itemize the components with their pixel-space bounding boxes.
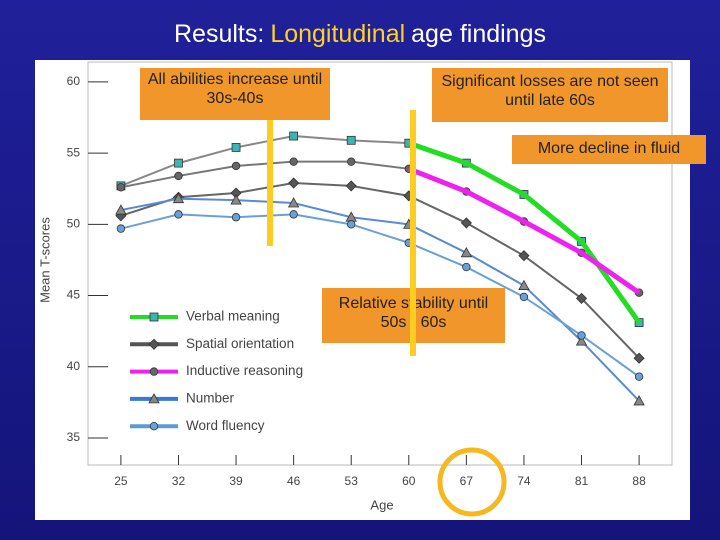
marker [577, 331, 586, 340]
title-highlight: Longitudinal [270, 20, 406, 48]
legend-label: Word fluency [186, 418, 265, 433]
x-tick-label: 88 [632, 474, 646, 488]
slide-title: Results: Longitudinal age findings [0, 20, 720, 49]
x-tick-label: 67 [460, 474, 474, 488]
marker [172, 192, 185, 204]
marker [289, 131, 299, 141]
plot-frame [87, 61, 673, 466]
marker [519, 292, 529, 302]
title-part: Results: [174, 20, 265, 48]
series-line [120, 182, 640, 359]
marker [347, 220, 356, 229]
marker [174, 171, 183, 181]
marker [634, 372, 644, 381]
marker [148, 393, 160, 404]
y-tick-label: 50 [67, 217, 81, 231]
marker [289, 210, 298, 219]
marker [403, 190, 415, 202]
marker [633, 395, 645, 406]
x-tick-label: 32 [172, 474, 186, 488]
x-tick-label: 60 [402, 474, 416, 488]
marker [231, 143, 241, 152]
y-tick-label: 40 [67, 359, 81, 373]
marker [404, 238, 413, 248]
x-tick-label: 81 [575, 474, 589, 488]
marker [289, 157, 298, 166]
marker [518, 250, 530, 262]
marker [231, 161, 241, 171]
marker [346, 135, 356, 145]
marker [460, 217, 472, 229]
marker [347, 157, 356, 166]
series-line [120, 197, 640, 402]
y-axis-label: Mean T-scores [37, 217, 52, 303]
annotation: Significant losses are not seen until la… [432, 68, 668, 122]
y-tick-label: 55 [67, 145, 81, 159]
marker [633, 352, 645, 364]
legend-label: Spatial orientation [186, 336, 294, 351]
marker [288, 177, 300, 189]
x-tick-label: 53 [345, 474, 359, 488]
y-tick-label: 45 [67, 288, 81, 302]
legend-label: Number [186, 390, 235, 405]
highlight-line [407, 166, 641, 295]
legend-label: Verbal meaning [186, 309, 280, 324]
marker [230, 194, 242, 205]
x-tick-label: 46 [287, 474, 301, 488]
marker [460, 246, 473, 258]
annotation: More decline in fluid [512, 135, 706, 164]
series-line [120, 213, 640, 378]
marker [231, 213, 241, 222]
marker [174, 210, 183, 219]
marker [115, 204, 127, 215]
marker [149, 312, 159, 322]
marker [149, 422, 159, 431]
x-tick-label: 74 [517, 474, 531, 488]
annotation: All abilities increase until 30s-40s [140, 68, 330, 120]
marker [174, 158, 183, 168]
title-part: age findings [411, 20, 546, 48]
marker [287, 197, 300, 208]
marker [116, 224, 126, 233]
x-axis-label: Age [370, 497, 393, 512]
marker [575, 292, 588, 304]
marker [518, 279, 530, 290]
x-tick-label: 25 [114, 474, 128, 488]
marker [575, 335, 588, 346]
y-tick-label: 60 [67, 74, 81, 88]
marker [149, 367, 159, 376]
marker [462, 262, 471, 272]
marker [345, 180, 357, 192]
legend-label: Inductive reasoning [186, 363, 303, 378]
y-tick-label: 35 [67, 430, 81, 444]
x-tick-label: 39 [229, 474, 243, 488]
marker [116, 183, 126, 192]
marker [148, 338, 160, 350]
annotation: Relative stability until 50s - 60s [322, 288, 505, 343]
